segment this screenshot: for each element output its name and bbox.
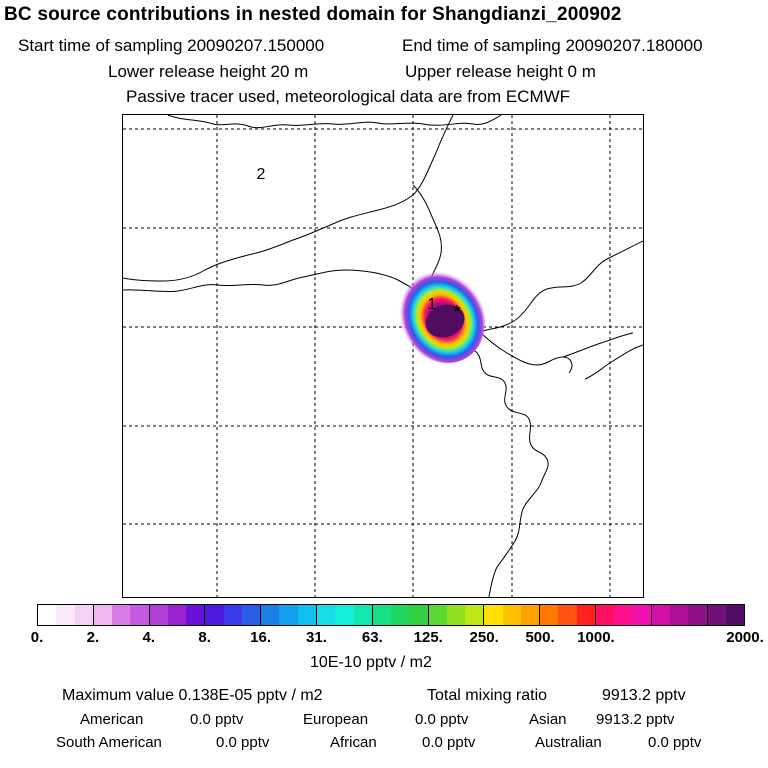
colorbar-segment [353,605,373,625]
colorbar-segment [520,605,541,625]
colorbar-segment [130,605,150,625]
colorbar-segment [576,605,596,625]
colorbar-tick-label: 1000. [577,629,615,646]
start-time-label: Start time of sampling 20090207.150000 [18,36,325,55]
colorbar-segment [409,605,429,625]
upper-release-height-label: Upper release height 0 m [405,62,596,81]
end-time-label: End time of sampling 20090207.180000 [402,36,703,55]
colorbar-segment [93,605,113,625]
colorbar-segment [595,605,615,625]
colorbar-segment [540,605,559,625]
colorbar-segment [279,605,298,625]
region-name: European [303,711,369,728]
colorbar-tick-label: 250. [469,629,499,646]
colorbar-tick-label: 4. [142,629,156,646]
region-label-2: 2 [257,166,266,183]
colorbar-tick-label: 500. [525,629,555,646]
region-value: 0.0 pptv [422,734,476,751]
colorbar-segment [372,605,392,625]
colorbar-segment [205,605,224,625]
colorbar-tick-label: 2000. [726,629,764,646]
colorbar-segment [502,605,521,625]
colorbar-tick-label: 31. [306,629,327,646]
region-value: 0.0 pptv [216,734,270,751]
receptor-marker-icon: * [453,302,460,322]
colorbar-segment [167,605,187,625]
colorbar-segment [112,605,131,625]
lower-release-height-label: Lower release height 20 m [108,62,309,81]
region-value: 0.0 pptv [190,711,244,728]
colorbar-segment [614,605,633,625]
colorbar-segment [149,605,168,625]
tracer-note: Passive tracer used, meteorological data… [126,87,571,106]
colorbar-segment [316,605,336,625]
region-label-1: 1 [428,296,437,313]
colorbar-segment [484,605,503,625]
map-frame: * 2 1 [122,114,644,598]
colorbar-tick-label: 2. [86,629,100,646]
colorbar-segment [297,605,317,625]
colorbar-tick-label: 16. [250,629,272,646]
colorbar-segment [428,605,447,625]
colorbar-tick-label: 8. [198,629,211,646]
colorbar-tick-label: 0. [30,629,44,646]
colorbar-segment [391,605,410,625]
colorbar-segment [223,605,242,625]
total-mixing-value: 9913.2 pptv [602,687,686,704]
region-value: 9913.2 pptv [596,711,675,728]
colorbar-segment [725,605,745,625]
colorbar-segment [186,605,206,625]
map-title: BC source contributions in nested domain… [4,4,622,25]
concentration-plume: * [396,266,486,364]
region-value: 0.0 pptv [415,711,469,728]
colorbar-segment [241,605,262,625]
region-value: 0.0 pptv [648,734,702,751]
colorbar-unit: 10E-10 pptv / m2 [310,654,432,671]
colorbar-segment [74,605,94,625]
colorbar-segment [56,605,75,625]
coastlines [123,115,643,597]
colorbar-segment [446,605,466,625]
region-name: Asian [529,711,567,728]
colorbar-tick-label: 63. [361,629,383,646]
colorbar-segment [651,605,671,625]
region-name: South American [56,734,162,751]
colorbar-segment [707,605,726,625]
colorbar-segment [465,605,485,625]
colorbar-segment [38,605,57,625]
colorbar-segment [558,605,577,625]
map-canvas: * 2 1 [123,115,643,597]
colorbar-segment [261,605,280,625]
max-value-label: Maximum value 0.138E-05 pptv / m2 [62,687,323,704]
region-name: Australian [535,734,602,751]
colorbar-segment [632,605,652,625]
total-mixing-label: Total mixing ratio [427,687,548,704]
region-name: African [330,734,377,751]
colorbar-tick-label: 125. [413,629,443,646]
colorbar-segment [688,605,708,625]
colorbar-ticks: 0. 2. 4. 8. 16. 31. 63. 125. 250. 500. 1000. 2000. [0,629,768,649]
colorbar [37,604,745,626]
colorbar-segment [670,605,689,625]
region-name: American [80,711,144,728]
colorbar-segment [335,605,354,625]
